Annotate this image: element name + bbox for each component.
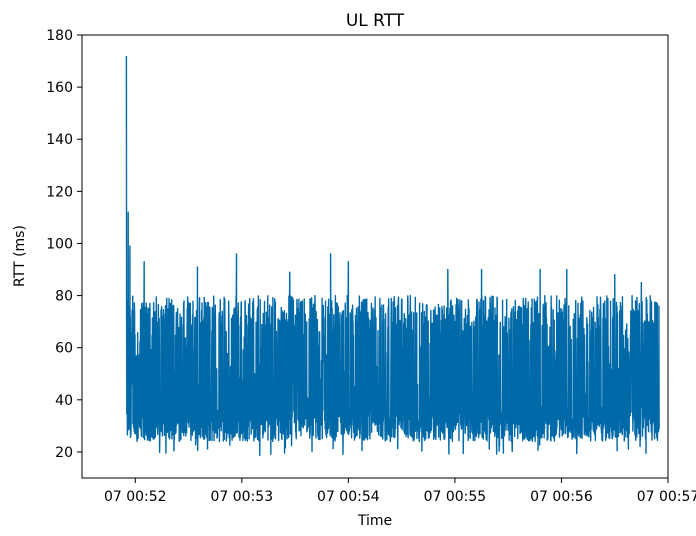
- rtt-series-line: [125, 55, 660, 457]
- y-tick-label: 40: [55, 393, 73, 409]
- series-layer: [125, 55, 660, 457]
- chart-title: UL RTT: [346, 11, 405, 31]
- y-tick-label: 80: [55, 289, 73, 305]
- x-axis-title: Time: [357, 513, 392, 529]
- y-tick-label: 20: [55, 445, 73, 461]
- x-tick-label: 07 00:52: [104, 489, 167, 505]
- y-tick-label: 120: [46, 184, 73, 200]
- y-tick-label: 60: [55, 341, 73, 357]
- y-tick-label: 140: [46, 132, 73, 148]
- y-axis: 20 40 60 80 100 120 140 160 180: [46, 28, 82, 461]
- x-tick-label: 07 00:56: [530, 489, 593, 505]
- x-axis: 07 00:52 07 00:53 07 00:54 07 00:55 07 00:56…: [104, 478, 696, 505]
- x-tick-label: 07 00:54: [317, 489, 380, 505]
- y-tick-label: 180: [46, 28, 73, 44]
- x-tick-label: 07 00:57: [637, 489, 696, 505]
- y-tick-label: 160: [46, 80, 73, 96]
- plot-frame: [81, 34, 669, 479]
- x-tick-label: 07 00:55: [424, 489, 487, 505]
- y-tick-label: 100: [46, 236, 73, 252]
- x-tick-label: 07 00:53: [211, 489, 274, 505]
- y-axis-title: RTT (ms): [12, 225, 28, 287]
